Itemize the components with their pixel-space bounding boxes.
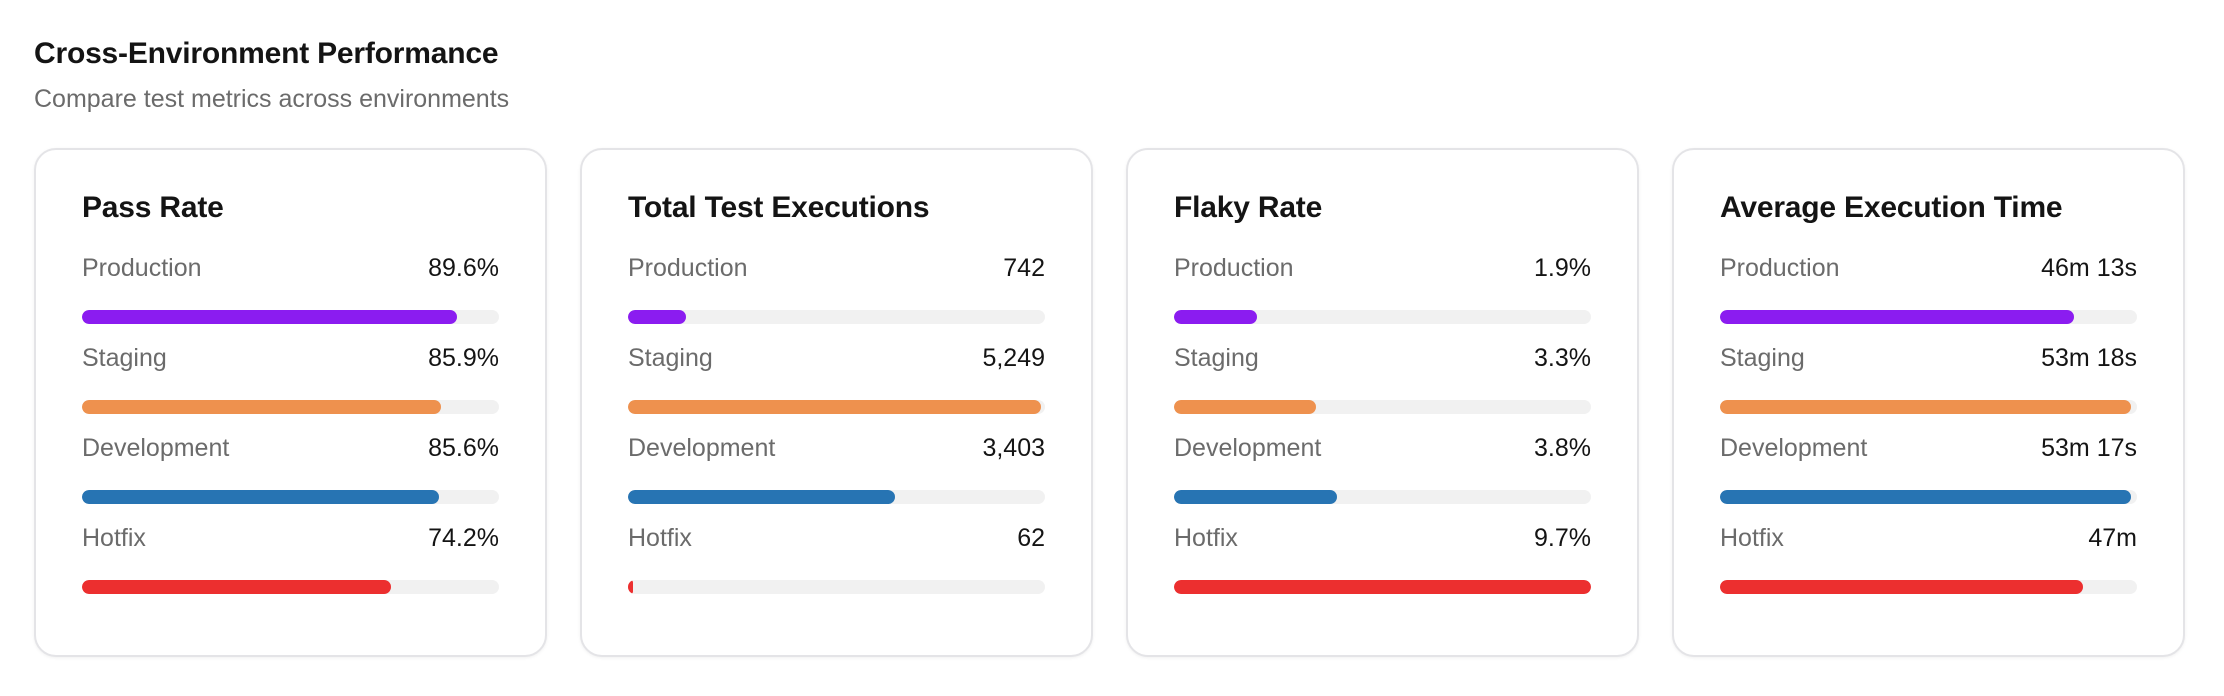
env-label: Development <box>1720 434 1868 462</box>
env-label: Staging <box>82 344 167 372</box>
progress-fill-hotfix <box>1720 580 2083 594</box>
metric-row-hotfix: Hotfix 9.7% <box>1174 524 1591 594</box>
metric-row-production: Production 1.9% <box>1174 254 1591 324</box>
metric-cards: Pass Rate Production 89.6% Staging 85.9% D… <box>34 148 2190 657</box>
progress-fill-staging <box>1720 400 2131 414</box>
env-value: 742 <box>1003 254 1045 282</box>
metric-row-development: Development 3.8% <box>1174 434 1591 504</box>
progress-fill-development <box>628 490 895 504</box>
progress-fill-development <box>82 490 439 504</box>
env-value: 9.7% <box>1534 524 1591 552</box>
metric-row-staging: Staging 85.9% <box>82 344 499 414</box>
metric-row-staging: Staging 3.3% <box>1174 344 1591 414</box>
progress-fill-hotfix <box>82 580 391 594</box>
metric-row-production: Production 89.6% <box>82 254 499 324</box>
env-label: Hotfix <box>628 524 692 552</box>
env-label: Staging <box>628 344 713 372</box>
progress-track <box>1720 490 2137 504</box>
env-value: 85.9% <box>428 344 499 372</box>
progress-fill-development <box>1174 490 1337 504</box>
env-value: 89.6% <box>428 254 499 282</box>
progress-fill-staging <box>1174 400 1316 414</box>
card-pass-rate: Pass Rate Production 89.6% Staging 85.9% D… <box>34 148 547 657</box>
env-value: 1.9% <box>1534 254 1591 282</box>
progress-track <box>628 580 1045 594</box>
progress-track <box>82 580 499 594</box>
env-value: 47m <box>2088 524 2137 552</box>
progress-fill-production <box>82 310 458 324</box>
metric-row-development: Development 3,403 <box>628 434 1045 504</box>
env-value: 3.8% <box>1534 434 1591 462</box>
env-label: Development <box>628 434 776 462</box>
progress-track <box>1174 580 1591 594</box>
env-value: 3.3% <box>1534 344 1591 372</box>
card-title: Flaky Rate <box>1174 191 1323 224</box>
card-total-test-executions: Total Test Executions Production 742 Stag… <box>580 148 1093 657</box>
env-label: Hotfix <box>1174 524 1238 552</box>
metric-row-production: Production 46m 13s <box>1720 254 2137 324</box>
progress-track <box>628 400 1045 414</box>
metric-row-development: Development 53m 17s <box>1720 434 2137 504</box>
progress-track <box>628 490 1045 504</box>
progress-track <box>1720 310 2137 324</box>
page-title: Cross-Environment Performance <box>34 37 499 70</box>
env-label: Production <box>1174 254 1294 282</box>
progress-track <box>82 310 499 324</box>
progress-fill-staging <box>82 400 441 414</box>
env-value: 46m 13s <box>2041 254 2137 282</box>
progress-fill-development <box>1720 490 2131 504</box>
env-label: Hotfix <box>82 524 146 552</box>
metric-row-development: Development 85.6% <box>82 434 499 504</box>
env-label: Staging <box>1174 344 1259 372</box>
metric-row-staging: Staging 53m 18s <box>1720 344 2137 414</box>
metric-row-hotfix: Hotfix 47m <box>1720 524 2137 594</box>
progress-track <box>628 310 1045 324</box>
metric-row-hotfix: Hotfix 62 <box>628 524 1045 594</box>
progress-fill-production <box>1174 310 1258 324</box>
env-label: Staging <box>1720 344 1805 372</box>
progress-track <box>1174 310 1591 324</box>
env-value: 5,249 <box>982 344 1045 372</box>
metric-row-staging: Staging 5,249 <box>628 344 1045 414</box>
progress-track <box>1174 400 1591 414</box>
env-label: Development <box>82 434 230 462</box>
page-subtitle: Compare test metrics across environments <box>34 85 510 113</box>
env-value: 3,403 <box>982 434 1045 462</box>
card-flaky-rate: Flaky Rate Production 1.9% Staging 3.3% De… <box>1126 148 1639 657</box>
progress-fill-staging <box>628 400 1041 414</box>
env-value: 85.6% <box>428 434 499 462</box>
card-title: Average Execution Time <box>1720 191 2063 224</box>
progress-track <box>82 400 499 414</box>
env-value: 53m 17s <box>2041 434 2137 462</box>
env-label: Production <box>1720 254 1840 282</box>
progress-fill-production <box>628 310 687 324</box>
progress-fill-production <box>1720 310 2075 324</box>
env-value: 53m 18s <box>2041 344 2137 372</box>
progress-track <box>1720 580 2137 594</box>
card-title: Pass Rate <box>82 191 224 224</box>
metric-row-hotfix: Hotfix 74.2% <box>82 524 499 594</box>
card-title: Total Test Executions <box>628 191 930 224</box>
progress-fill-hotfix <box>628 580 633 594</box>
env-value: 74.2% <box>428 524 499 552</box>
env-label: Hotfix <box>1720 524 1784 552</box>
env-label: Production <box>628 254 748 282</box>
metric-row-production: Production 742 <box>628 254 1045 324</box>
env-label: Development <box>1174 434 1322 462</box>
progress-track <box>1720 400 2137 414</box>
progress-track <box>82 490 499 504</box>
env-value: 62 <box>1017 524 1045 552</box>
progress-track <box>1174 490 1591 504</box>
progress-fill-hotfix <box>1174 580 1591 594</box>
env-label: Production <box>82 254 202 282</box>
card-average-execution-time: Average Execution Time Production 46m 13s… <box>1672 148 2185 657</box>
